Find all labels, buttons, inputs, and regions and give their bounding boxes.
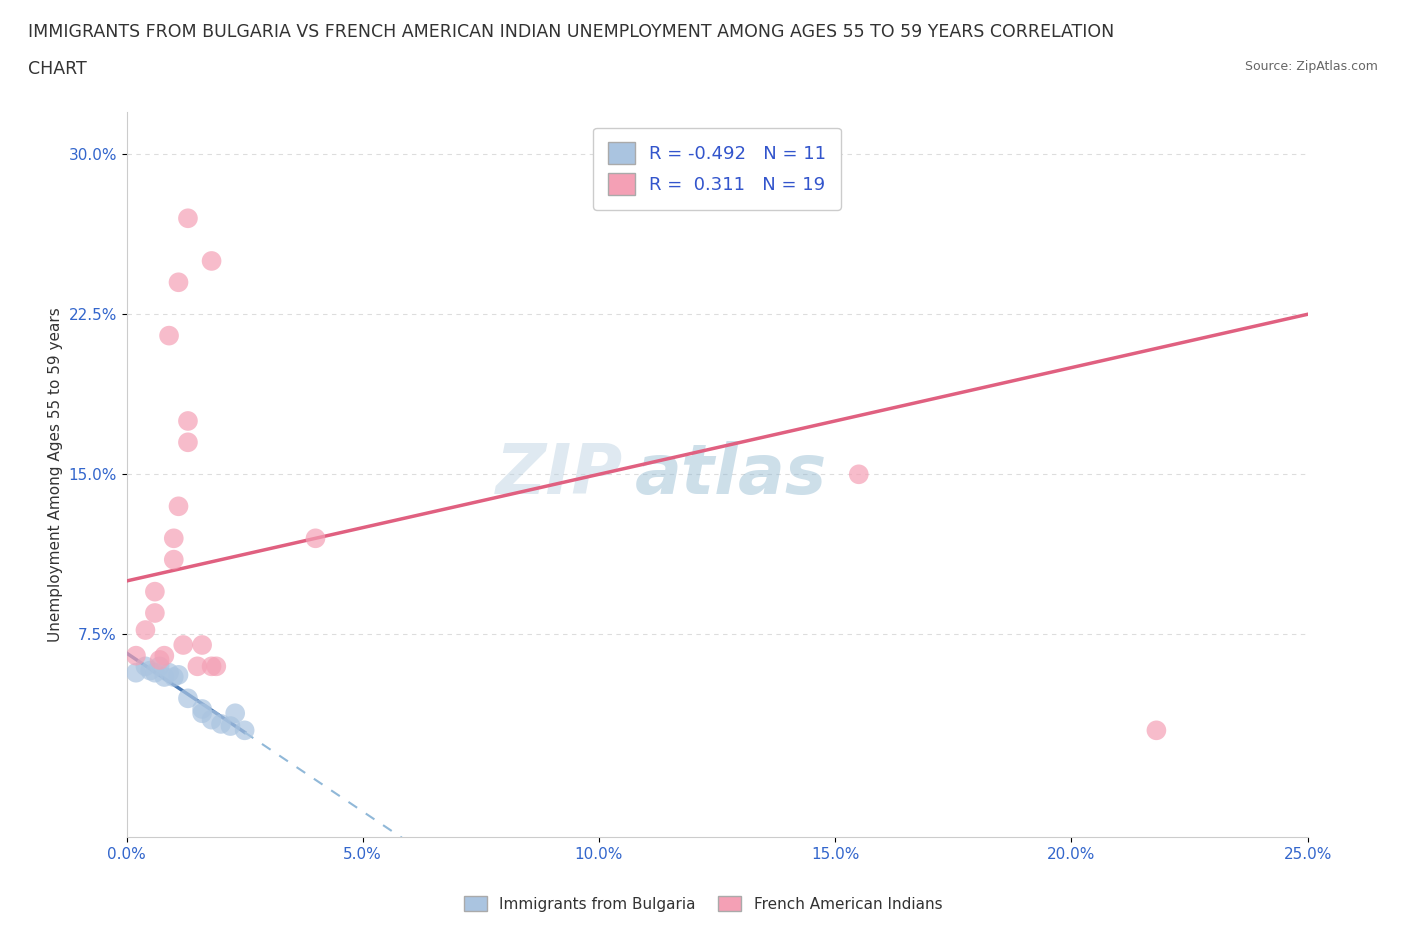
Point xyxy=(172,638,194,653)
Text: CHART: CHART xyxy=(28,60,87,78)
Legend: R = -0.492   N = 11, R =  0.311   N = 19: R = -0.492 N = 11, R = 0.311 N = 19 xyxy=(593,128,841,210)
Point xyxy=(191,638,214,653)
Point xyxy=(163,670,186,684)
Point xyxy=(157,328,180,343)
Point xyxy=(224,706,246,721)
Point xyxy=(848,467,870,482)
Legend: Immigrants from Bulgaria, French American Indians: Immigrants from Bulgaria, French America… xyxy=(458,889,948,918)
Point xyxy=(125,648,148,663)
Point xyxy=(167,275,190,290)
Point xyxy=(205,658,228,673)
Point xyxy=(304,531,326,546)
Text: ZIP: ZIP xyxy=(495,441,623,508)
Point xyxy=(149,658,172,673)
Point xyxy=(149,653,172,668)
Point xyxy=(186,658,208,673)
Y-axis label: Unemployment Among Ages 55 to 59 years: Unemployment Among Ages 55 to 59 years xyxy=(48,307,63,642)
Point xyxy=(200,712,222,727)
Point xyxy=(191,706,214,721)
Point xyxy=(139,663,162,678)
Point xyxy=(1144,723,1167,737)
Point xyxy=(200,658,222,673)
Point xyxy=(209,716,232,731)
Point xyxy=(134,622,156,637)
Point xyxy=(177,691,200,706)
Point xyxy=(233,723,256,737)
Point xyxy=(163,531,186,546)
Point xyxy=(163,552,186,567)
Point xyxy=(167,668,190,683)
Point xyxy=(177,211,200,226)
Point xyxy=(143,605,166,620)
Point xyxy=(153,648,176,663)
Point xyxy=(177,435,200,450)
Point xyxy=(125,665,148,680)
Text: Source: ZipAtlas.com: Source: ZipAtlas.com xyxy=(1244,60,1378,73)
Point xyxy=(153,670,176,684)
Text: atlas: atlas xyxy=(634,441,827,508)
Point xyxy=(143,584,166,599)
Point xyxy=(177,414,200,429)
Point xyxy=(167,498,190,513)
Point xyxy=(191,701,214,716)
Point xyxy=(157,665,180,680)
Point xyxy=(219,719,242,734)
Text: IMMIGRANTS FROM BULGARIA VS FRENCH AMERICAN INDIAN UNEMPLOYMENT AMONG AGES 55 TO: IMMIGRANTS FROM BULGARIA VS FRENCH AMERI… xyxy=(28,23,1115,41)
Point xyxy=(200,254,222,269)
Point xyxy=(143,665,166,680)
Point xyxy=(134,658,156,673)
